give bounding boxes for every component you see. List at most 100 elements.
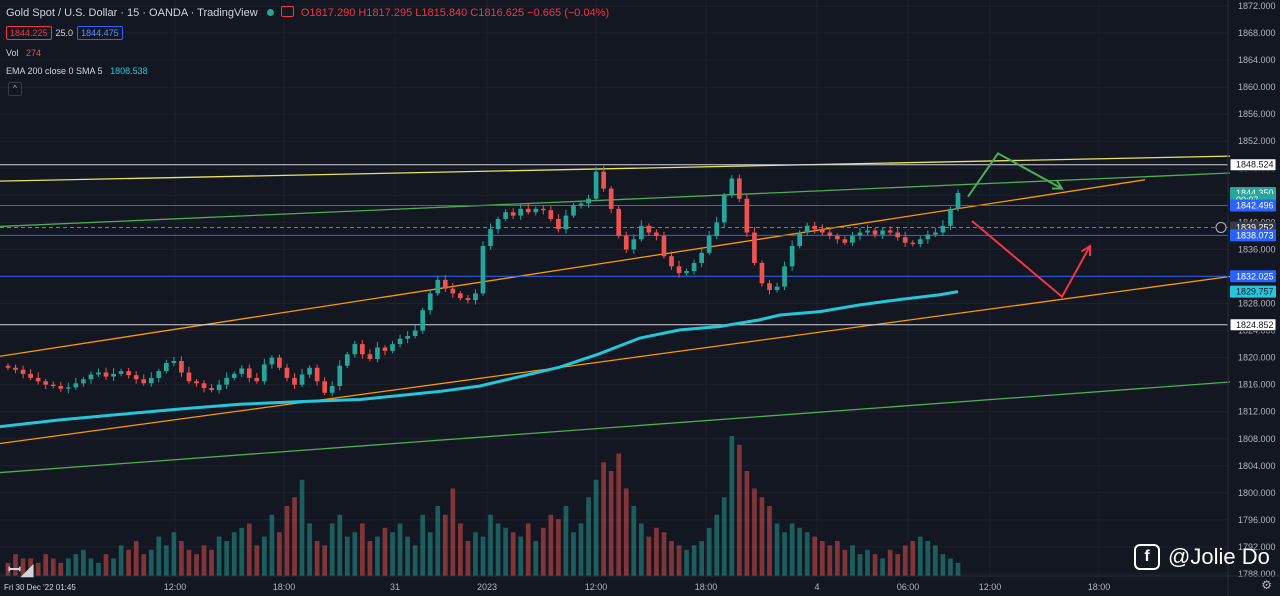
candle-body (744, 198, 750, 233)
watermark: f @Jolie Do (1134, 544, 1270, 570)
volume-bar (729, 436, 735, 576)
chart-grid (0, 0, 1228, 576)
price-tick-label: 1872.000 (1238, 1, 1276, 11)
candle-body (955, 192, 961, 209)
volume-bar (812, 536, 818, 576)
volume-bars (5, 436, 961, 576)
volume-bar (661, 532, 667, 576)
volume-bar (880, 558, 885, 576)
candle-body (427, 293, 433, 311)
candle-body (405, 335, 410, 339)
ema-value: 1808.538 (110, 66, 148, 76)
price-label-box (1230, 285, 1276, 298)
volume-bar (329, 523, 335, 576)
volume-bar (231, 532, 237, 576)
candle-body (5, 365, 11, 368)
volume-bar (563, 506, 569, 576)
candle-body (910, 242, 916, 245)
candle-body (488, 229, 493, 247)
candle-body (480, 246, 486, 294)
time-tick-label: 2023 (477, 582, 497, 592)
volume-bar (337, 514, 343, 576)
candle-body (638, 225, 644, 240)
volume-bar (186, 549, 192, 576)
candle-body (111, 373, 116, 377)
price-label-text: 1839.252 (1236, 222, 1274, 232)
candle-body (458, 293, 463, 299)
volume-bar (344, 536, 350, 576)
candle-body (887, 230, 893, 233)
candle-body (88, 374, 94, 380)
volume-bar (654, 527, 659, 576)
candle-body (277, 357, 282, 368)
price-tick-label: 1852.000 (1238, 136, 1276, 146)
price-tick-label: 1868.000 (1238, 28, 1276, 38)
collapse-legend-icon[interactable]: ^ (8, 82, 22, 96)
price-tick-label: 1820.000 (1238, 353, 1276, 363)
ema-curve (0, 290, 959, 429)
volume-bar (13, 554, 18, 576)
volume-bar (895, 554, 901, 576)
candle-body (699, 252, 704, 263)
volume-bar (360, 523, 365, 576)
candle-body (518, 208, 524, 216)
volume-bar (540, 527, 546, 576)
arrow-red (971, 220, 1091, 299)
volume-bar (616, 453, 622, 576)
volume-bar (435, 506, 441, 576)
price-tick-label: 1796.000 (1238, 515, 1276, 525)
volume-bar (744, 471, 750, 576)
trend-line-green (0, 381, 1231, 474)
volume-bar (284, 506, 290, 576)
volume-bar (842, 549, 848, 576)
candle-body (194, 381, 199, 384)
candle-body (352, 344, 358, 355)
volume-bar (367, 541, 373, 576)
time-tick-label: 18:00 (1088, 582, 1111, 592)
candle-body (299, 374, 305, 385)
candle-body (631, 239, 637, 250)
volume-bar (20, 558, 26, 576)
spread-value: 25.0 (55, 28, 74, 38)
horizontal-levels (0, 164, 1228, 326)
volume-bar (752, 488, 757, 576)
time-axis[interactable]: Fri 30 Dec '22 01:45 12:00 18:00 31 2023 12:0… (0, 575, 1280, 592)
candle-body (752, 232, 757, 263)
settings-gear-icon[interactable]: ⚙ (1261, 578, 1272, 592)
volume-bar (307, 523, 312, 576)
volume-bar (5, 562, 11, 576)
candle-body (337, 365, 343, 387)
volume-bar (420, 514, 426, 576)
volume-bar (405, 536, 410, 576)
buy-button[interactable]: 1844.475 (77, 26, 123, 40)
volume-bar (782, 532, 787, 576)
visibility-icon[interactable] (280, 6, 294, 17)
candle-body (654, 232, 659, 236)
candle-body (103, 372, 109, 377)
price-axis[interactable]: 1872.000 1868.000 1864.000 1860.000 1856.000… (1215, 0, 1277, 596)
candle-body (706, 235, 712, 253)
volume-bar (571, 532, 576, 576)
volume-bar (73, 554, 79, 576)
candle-body (28, 373, 33, 378)
volume-bar (835, 541, 840, 576)
price-label-text: 1838.073 (1236, 230, 1274, 240)
price-tick-label: 1836.000 (1238, 244, 1276, 254)
tradingview-logo-icon[interactable]: ꟷ◢ (8, 562, 34, 579)
symbol-title[interactable]: Gold Spot / U.S. Dollar · 15 · OANDA · T… (6, 7, 258, 19)
price-tick-label: 1800.000 (1238, 488, 1276, 498)
volume-bar (156, 536, 162, 576)
candle-body (684, 271, 689, 274)
price-tick-label: 1792.000 (1238, 542, 1276, 552)
volume-bar (721, 497, 727, 576)
candle-body (623, 235, 629, 250)
sell-button[interactable]: 1844.225 (6, 26, 52, 40)
volume-bar (299, 479, 305, 576)
volume-bar (774, 523, 780, 576)
volume-bar (548, 514, 554, 576)
candle-body (789, 246, 795, 267)
time-tick-label: 06:00 (897, 582, 920, 592)
candle-body (329, 386, 335, 393)
volume-bar (804, 532, 810, 576)
